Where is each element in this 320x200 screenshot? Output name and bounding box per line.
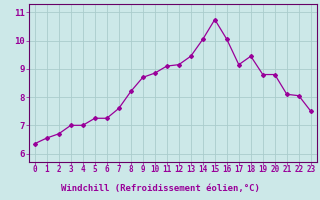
Text: Windchill (Refroidissement éolien,°C): Windchill (Refroidissement éolien,°C)	[60, 184, 260, 193]
